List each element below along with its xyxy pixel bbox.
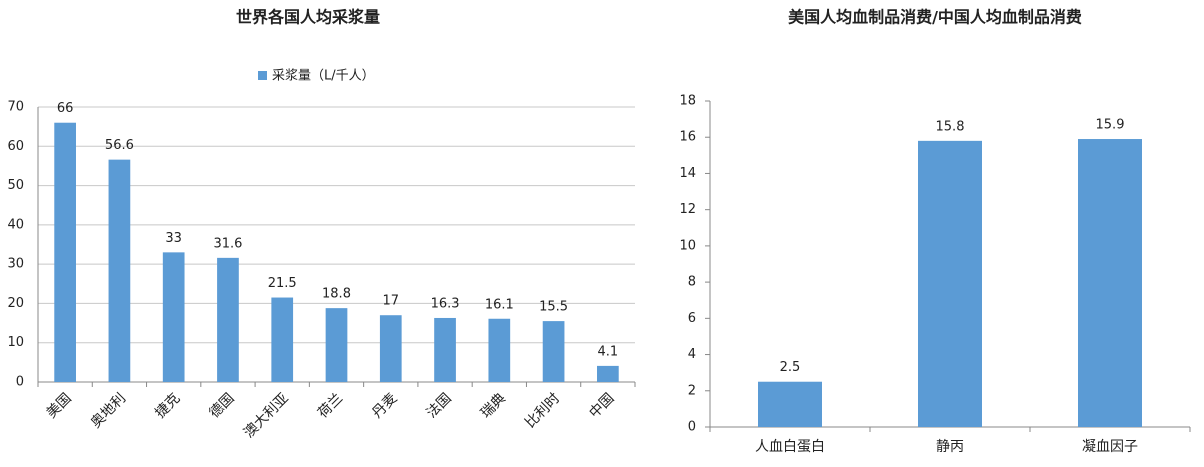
bar <box>434 317 456 382</box>
y-tick-label: 10 <box>679 238 696 253</box>
x-tick-label: 荷兰 <box>315 390 346 421</box>
data-label: 31.6 <box>213 236 242 251</box>
x-tick-label: 中国 <box>586 390 617 421</box>
legend-swatch <box>258 71 267 80</box>
bar <box>271 297 294 382</box>
y-tick-label: 18 <box>679 94 696 109</box>
y-tick-label: 16 <box>679 130 696 145</box>
data-label: 66 <box>57 101 74 116</box>
bar <box>108 159 131 382</box>
y-tick-label: 20 <box>7 296 24 311</box>
x-tick-label: 法国 <box>424 390 455 421</box>
data-label: 16.1 <box>485 297 514 312</box>
x-tick-label: 澳大利亚 <box>241 390 292 441</box>
x-tick-label: 凝血因子 <box>1082 439 1138 455</box>
y-tick-label: 0 <box>688 420 696 435</box>
y-tick-label: 14 <box>679 166 696 181</box>
x-tick-label: 人血白蛋白 <box>755 439 825 455</box>
y-tick-label: 2 <box>688 383 696 398</box>
x-tick-label: 奥地利 <box>87 390 129 432</box>
data-label: 16.3 <box>431 296 460 311</box>
y-tick-label: 12 <box>679 202 696 217</box>
data-label: 15.9 <box>1096 118 1125 133</box>
data-label: 18.8 <box>322 287 351 302</box>
y-tick-label: 30 <box>7 257 24 272</box>
y-tick-label: 4 <box>688 347 696 362</box>
bar <box>325 308 348 382</box>
x-tick-label: 捷克 <box>152 390 183 421</box>
y-tick-label: 50 <box>7 178 24 193</box>
legend-label: 采浆量（L/千人） <box>272 69 375 84</box>
bar <box>918 140 982 427</box>
bar <box>217 257 239 382</box>
data-label: 17 <box>382 294 399 309</box>
bar <box>488 318 511 382</box>
data-label: 2.5 <box>780 360 801 375</box>
x-tick-label: 静丙 <box>936 439 964 455</box>
bar <box>1078 139 1142 428</box>
data-label: 4.1 <box>598 344 619 359</box>
data-label: 56.6 <box>105 138 134 153</box>
x-tick-label: 美国 <box>44 390 75 421</box>
bar <box>379 315 402 382</box>
bar <box>542 321 565 382</box>
x-tick-label: 瑞典 <box>478 390 509 421</box>
y-tick-label: 10 <box>7 335 24 350</box>
bar <box>758 381 822 427</box>
bar <box>597 365 619 382</box>
y-tick-label: 0 <box>16 375 24 390</box>
y-tick-label: 8 <box>688 275 696 290</box>
data-label: 15.8 <box>936 119 965 134</box>
chart-title: 美国人均血制品消费/中国人均血制品消费 <box>788 8 1082 27</box>
x-tick-label: 德国 <box>206 390 237 421</box>
data-label: 15.5 <box>539 300 568 315</box>
data-label: 33 <box>165 231 182 246</box>
y-tick-label: 6 <box>688 311 696 326</box>
x-tick-label: 丹麦 <box>369 390 400 421</box>
y-tick-label: 40 <box>7 217 24 232</box>
y-tick-label: 60 <box>7 139 24 154</box>
chart-title: 世界各国人均采浆量 <box>236 8 380 27</box>
bar <box>162 252 185 382</box>
data-label: 21.5 <box>268 276 297 291</box>
bar <box>54 122 76 382</box>
y-tick-label: 70 <box>7 100 24 115</box>
x-tick-label: 比利时 <box>522 390 563 431</box>
